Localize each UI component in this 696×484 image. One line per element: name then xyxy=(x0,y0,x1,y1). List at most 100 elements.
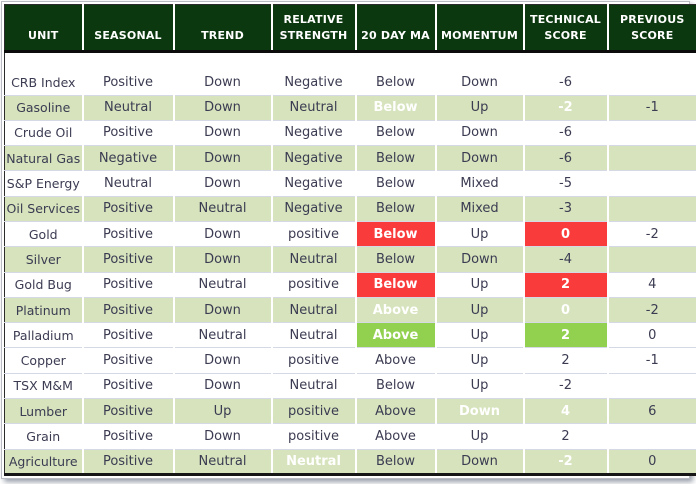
cell-momentum: Up xyxy=(435,347,525,374)
cell-previous-score: -2 xyxy=(607,297,696,324)
header-row: UNIT SEASONAL TREND RELATIVE STRENGTH 20 DAY… xyxy=(4,4,696,53)
cell-20-day-ma: Above xyxy=(355,297,437,324)
table-row: Copper Positive Down positive Above Up 2 -1 xyxy=(4,347,696,374)
cell-technical-score: -6 xyxy=(523,145,609,172)
column-header-unit: UNIT xyxy=(4,4,84,53)
technical-score-table: UNIT SEASONAL TREND RELATIVE STRENGTH 20 DAY… xyxy=(4,4,696,476)
cell-technical-score: -2 xyxy=(523,95,609,121)
cell-previous-score xyxy=(607,51,696,96)
cell-seasonal: Positive xyxy=(82,373,175,400)
cell-technical-score: -4 xyxy=(523,246,609,273)
cell-momentum: Up xyxy=(435,95,525,121)
cell-20-day-ma: Below xyxy=(355,246,437,273)
cell-20-day-ma: Above xyxy=(355,322,437,349)
cell-momentum: Down xyxy=(435,449,525,476)
cell-trend: Down xyxy=(173,423,273,450)
unit-cell: Agriculture xyxy=(4,449,84,476)
cell-relative-strength: positive xyxy=(271,221,357,248)
table-row: Gold Bug Positive Neutral positive Below Up 2 4 xyxy=(4,272,696,298)
column-header-relative-strength: RELATIVE STRENGTH xyxy=(271,4,357,53)
unit-cell: Gold Bug xyxy=(4,272,84,298)
cell-momentum: Down xyxy=(435,51,525,96)
cell-technical-score: 0 xyxy=(523,221,609,248)
cell-seasonal: Positive xyxy=(82,322,175,349)
cell-relative-strength: Neutral xyxy=(271,322,357,349)
column-header-previous-score: PREVIOUS SCORE xyxy=(607,4,696,53)
table-row: Platinum Positive Down Neutral Above Up 0 -2 xyxy=(4,297,696,324)
cell-relative-strength: positive xyxy=(271,423,357,450)
cell-previous-score: 6 xyxy=(607,398,696,425)
cell-seasonal: Neutral xyxy=(82,95,175,121)
unit-cell: Lumber xyxy=(4,398,84,425)
table-row: TSX M&M Positive Down Neutral Below Up -2 xyxy=(4,373,696,400)
cell-technical-score: -3 xyxy=(523,196,609,222)
cell-relative-strength: positive xyxy=(271,398,357,425)
cell-previous-score xyxy=(607,423,696,450)
column-header-seasonal: SEASONAL xyxy=(82,4,175,53)
cell-trend: Down xyxy=(173,246,273,273)
cell-trend: Down xyxy=(173,373,273,400)
cell-trend: Down xyxy=(173,221,273,248)
cell-seasonal: Positive xyxy=(82,272,175,298)
cell-momentum: Up xyxy=(435,272,525,298)
cell-relative-strength: Neutral xyxy=(271,297,357,324)
cell-trend: Neutral xyxy=(173,196,273,222)
cell-trend: Up xyxy=(173,398,273,425)
unit-cell: Silver xyxy=(4,246,84,273)
cell-seasonal: Positive xyxy=(82,449,175,476)
cell-momentum: Mixed xyxy=(435,170,525,197)
cell-momentum: Mixed xyxy=(435,196,525,222)
unit-cell: Oil Services xyxy=(4,196,84,222)
cell-seasonal: Positive xyxy=(82,246,175,273)
column-header-momentum: MOMENTUM xyxy=(435,4,525,53)
cell-technical-score: 4 xyxy=(523,398,609,425)
cell-momentum: Up xyxy=(435,423,525,450)
cell-relative-strength: Negative xyxy=(271,196,357,222)
unit-cell: Crude Oil xyxy=(4,120,84,147)
unit-cell: Palladium xyxy=(4,322,84,349)
cell-momentum: Down xyxy=(435,246,525,273)
table-body: CRB Index Positive Down Negative Below Down -6… xyxy=(4,51,696,476)
cell-relative-strength: Negative xyxy=(271,51,357,96)
cell-momentum: Down xyxy=(435,120,525,147)
cell-trend: Down xyxy=(173,120,273,147)
cell-seasonal: Positive xyxy=(82,347,175,374)
cell-relative-strength: Negative xyxy=(271,120,357,147)
table-row: Natural Gas Negative Down Negative Below Down… xyxy=(4,145,696,172)
cell-trend: Neutral xyxy=(173,449,273,476)
unit-cell: Copper xyxy=(4,347,84,374)
cell-trend: Down xyxy=(173,51,273,96)
table-row: Lumber Positive Up positive Above Down 4 6 xyxy=(4,398,696,425)
cell-technical-score: -2 xyxy=(523,449,609,476)
cell-trend: Neutral xyxy=(173,322,273,349)
cell-previous-score xyxy=(607,246,696,273)
cell-trend: Down xyxy=(173,297,273,324)
unit-cell: Natural Gas xyxy=(4,145,84,172)
table-header: UNIT SEASONAL TREND RELATIVE STRENGTH 20 DAY… xyxy=(4,4,696,53)
cell-relative-strength: positive xyxy=(271,347,357,374)
column-header-20-day-ma: 20 DAY MA xyxy=(355,4,437,53)
cell-momentum: Up xyxy=(435,221,525,248)
cell-technical-score: -5 xyxy=(523,170,609,197)
cell-previous-score: -1 xyxy=(607,347,696,374)
cell-technical-score: 2 xyxy=(523,322,609,349)
cell-relative-strength: Neutral xyxy=(271,373,357,400)
cell-previous-score xyxy=(607,145,696,172)
cell-seasonal: Positive xyxy=(82,423,175,450)
table-row: Oil Services Positive Neutral Negative Below… xyxy=(4,196,696,222)
table-row: Agriculture Positive Neutral Neutral Below Do… xyxy=(4,449,696,476)
cell-20-day-ma: Above xyxy=(355,423,437,450)
table-row: S&P Energy Neutral Down Negative Below Mixed -… xyxy=(4,170,696,197)
unit-cell: S&P Energy xyxy=(4,170,84,197)
cell-20-day-ma: Below xyxy=(355,449,437,476)
column-header-trend: TREND xyxy=(173,4,273,53)
cell-previous-score: -1 xyxy=(607,95,696,121)
cell-seasonal: Negative xyxy=(82,145,175,172)
cell-previous-score: 0 xyxy=(607,449,696,476)
cell-seasonal: Positive xyxy=(82,120,175,147)
cell-trend: Down xyxy=(173,170,273,197)
cell-20-day-ma: Below xyxy=(355,95,437,121)
table-row: CRB Index Positive Down Negative Below Down -6 xyxy=(4,51,696,96)
cell-20-day-ma: Above xyxy=(355,398,437,425)
cell-20-day-ma: Below xyxy=(355,51,437,96)
